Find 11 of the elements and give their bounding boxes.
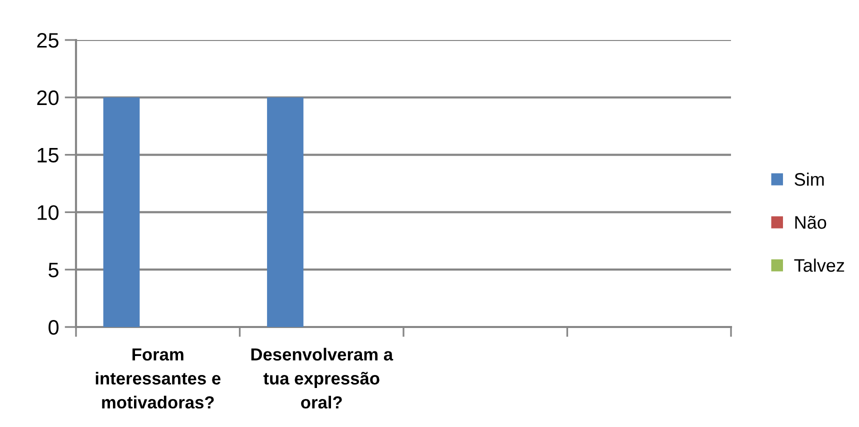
legend-label: Sim <box>794 172 824 186</box>
y-tick-label: 25 <box>37 33 58 48</box>
y-tick-label: 0 <box>48 320 59 335</box>
legend-label: Não <box>795 216 826 229</box>
y-tick-label: 20 <box>37 90 59 106</box>
y-tick-label: 5 <box>48 262 58 278</box>
x-tick-label: Desenvolveram a tua expressão oral? <box>251 348 394 409</box>
y-tick-label: 10 <box>38 205 59 220</box>
legend-label: Talvez <box>794 258 844 272</box>
y-tick-label: 15 <box>38 148 58 163</box>
x-tick-label: Foram interessantes e motivadoras? <box>96 348 220 409</box>
